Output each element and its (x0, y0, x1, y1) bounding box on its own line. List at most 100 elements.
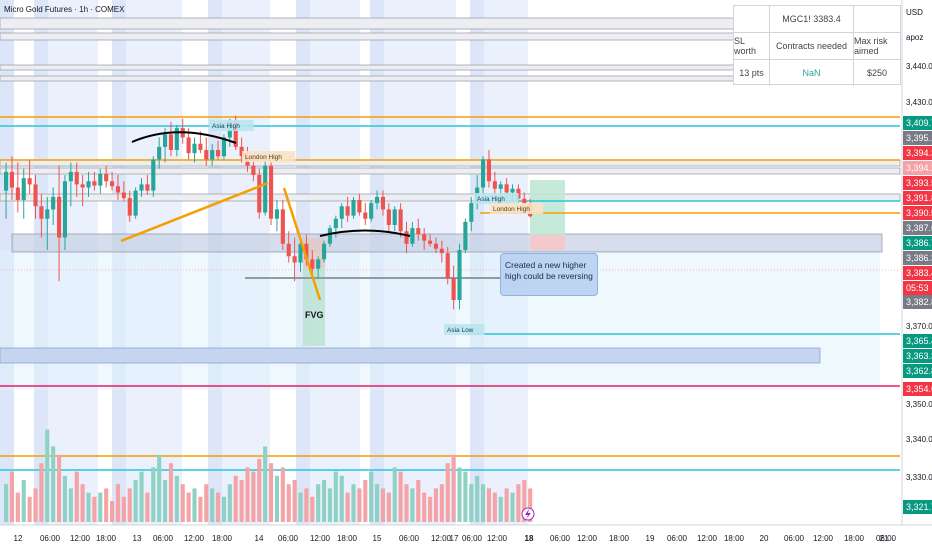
table-cell (734, 6, 770, 32)
price-tag-bg (903, 382, 932, 396)
candle-body (463, 221, 468, 250)
price-tag-label: 05:53 (906, 283, 929, 293)
candle-body (121, 192, 126, 199)
sl-header: SL worth (734, 33, 770, 59)
time-tick-label: 06:00 (153, 534, 174, 543)
candle-body (298, 243, 303, 263)
price-tick-label: 3,340.0 (906, 435, 932, 444)
candle-body (498, 184, 503, 189)
candle-body (486, 159, 492, 182)
table-row: 13 pts NaN $250 (734, 60, 900, 86)
volume-bar (174, 475, 179, 522)
time-tick-label: 12:00 (697, 534, 718, 543)
candle-body (269, 165, 274, 219)
candle-body (186, 137, 191, 154)
volume-bar (322, 480, 327, 522)
candle-body (292, 256, 297, 263)
candle-body (451, 278, 456, 300)
volume-bar (422, 492, 427, 522)
currency-label: USD (906, 8, 923, 17)
volume-bar (68, 488, 73, 522)
volume-bar (198, 496, 203, 522)
volume-bar (492, 492, 497, 522)
candle-body (51, 196, 56, 210)
max-risk-header: Max risk aimed (854, 36, 888, 56)
price-tag-label: 3,409.7 (906, 118, 932, 128)
drawings: Asia High London High Asia High London High… (120, 120, 544, 335)
candle-body (363, 212, 368, 219)
london-high-label-bg (242, 151, 296, 162)
candle-body (327, 228, 333, 244)
volume-bar (404, 484, 409, 522)
price-tag-bg (903, 349, 932, 363)
time-tick-label: 18:00 (844, 534, 865, 543)
candle-body (445, 253, 450, 279)
candle-body (39, 206, 44, 219)
blue-zone (11, 233, 883, 253)
price-tick-label: 3,350.0 (906, 400, 932, 409)
time-tick-label: 06:00 (399, 534, 420, 543)
volume-bar (345, 492, 350, 522)
asia-low-label-bg (444, 324, 485, 335)
volume-bar (428, 496, 433, 522)
volume-bar (357, 488, 362, 522)
fvg-label: FVG (305, 310, 324, 320)
volume-bar (163, 480, 168, 522)
volume-bar (475, 475, 480, 522)
volume-bar (351, 484, 356, 522)
volume-bars (4, 429, 533, 522)
price-tag-label: 3,365.4 (906, 336, 932, 346)
price-tick-label: 3,440.0 (906, 62, 932, 71)
time-tick-label: 15 (373, 534, 382, 543)
contracts-header: Contracts needed (770, 33, 854, 59)
time-tick-label: 18 (525, 534, 534, 543)
asia-low-label: Asia Low (447, 327, 474, 334)
time-tick-label: 06:00 (784, 534, 805, 543)
table-row: SL worth Contracts needed Max risk aimed (734, 33, 900, 60)
volume-bar (298, 492, 303, 522)
volume-bar (380, 488, 386, 522)
volume-bar (245, 467, 250, 522)
volume-bar (392, 467, 397, 522)
volume-bar (210, 488, 215, 522)
gray-zone (0, 193, 901, 202)
candles (4, 115, 533, 310)
volume-bar (263, 446, 268, 522)
volume-bar (45, 429, 50, 522)
volume-bar (486, 488, 492, 522)
contracts-value: NaN (770, 60, 854, 86)
candle-body (104, 173, 109, 182)
range-region (0, 250, 880, 390)
candle-body (163, 134, 168, 147)
price-tag-bg (903, 131, 932, 145)
time-tick-label: 18:00 (724, 534, 745, 543)
volume-bar (168, 463, 174, 522)
price-tag-label: 3,382.8 (906, 297, 932, 307)
candle-body (310, 259, 315, 269)
candle-body (428, 240, 433, 244)
price-tag-bg (903, 161, 932, 175)
price-tag-label: 3,395.1 (906, 133, 932, 143)
volume-bar (233, 475, 238, 522)
price-tag-bg (903, 116, 932, 130)
candle-body (92, 181, 97, 186)
volume-bar (339, 475, 344, 522)
volume-bar (469, 484, 474, 522)
note-callout[interactable]: Created a new higher high could be rever… (500, 253, 598, 296)
price-tag-bg (903, 266, 932, 280)
time-tick-label: 12 (14, 534, 23, 543)
price-tag-label: 3,321.7 (906, 502, 932, 512)
volume-bar (451, 454, 456, 522)
candle-body (304, 243, 309, 260)
time-tick-label: 18:00 (212, 534, 233, 543)
account-label: apoz (906, 33, 924, 42)
candle-body (357, 200, 362, 213)
candle-body (86, 181, 91, 188)
volume-bar (4, 484, 9, 522)
candle-body (339, 206, 344, 219)
candle-body (322, 243, 327, 260)
candle-body (62, 181, 68, 238)
candle-body (333, 218, 338, 229)
time-tick-label: 18:00 (609, 534, 630, 543)
